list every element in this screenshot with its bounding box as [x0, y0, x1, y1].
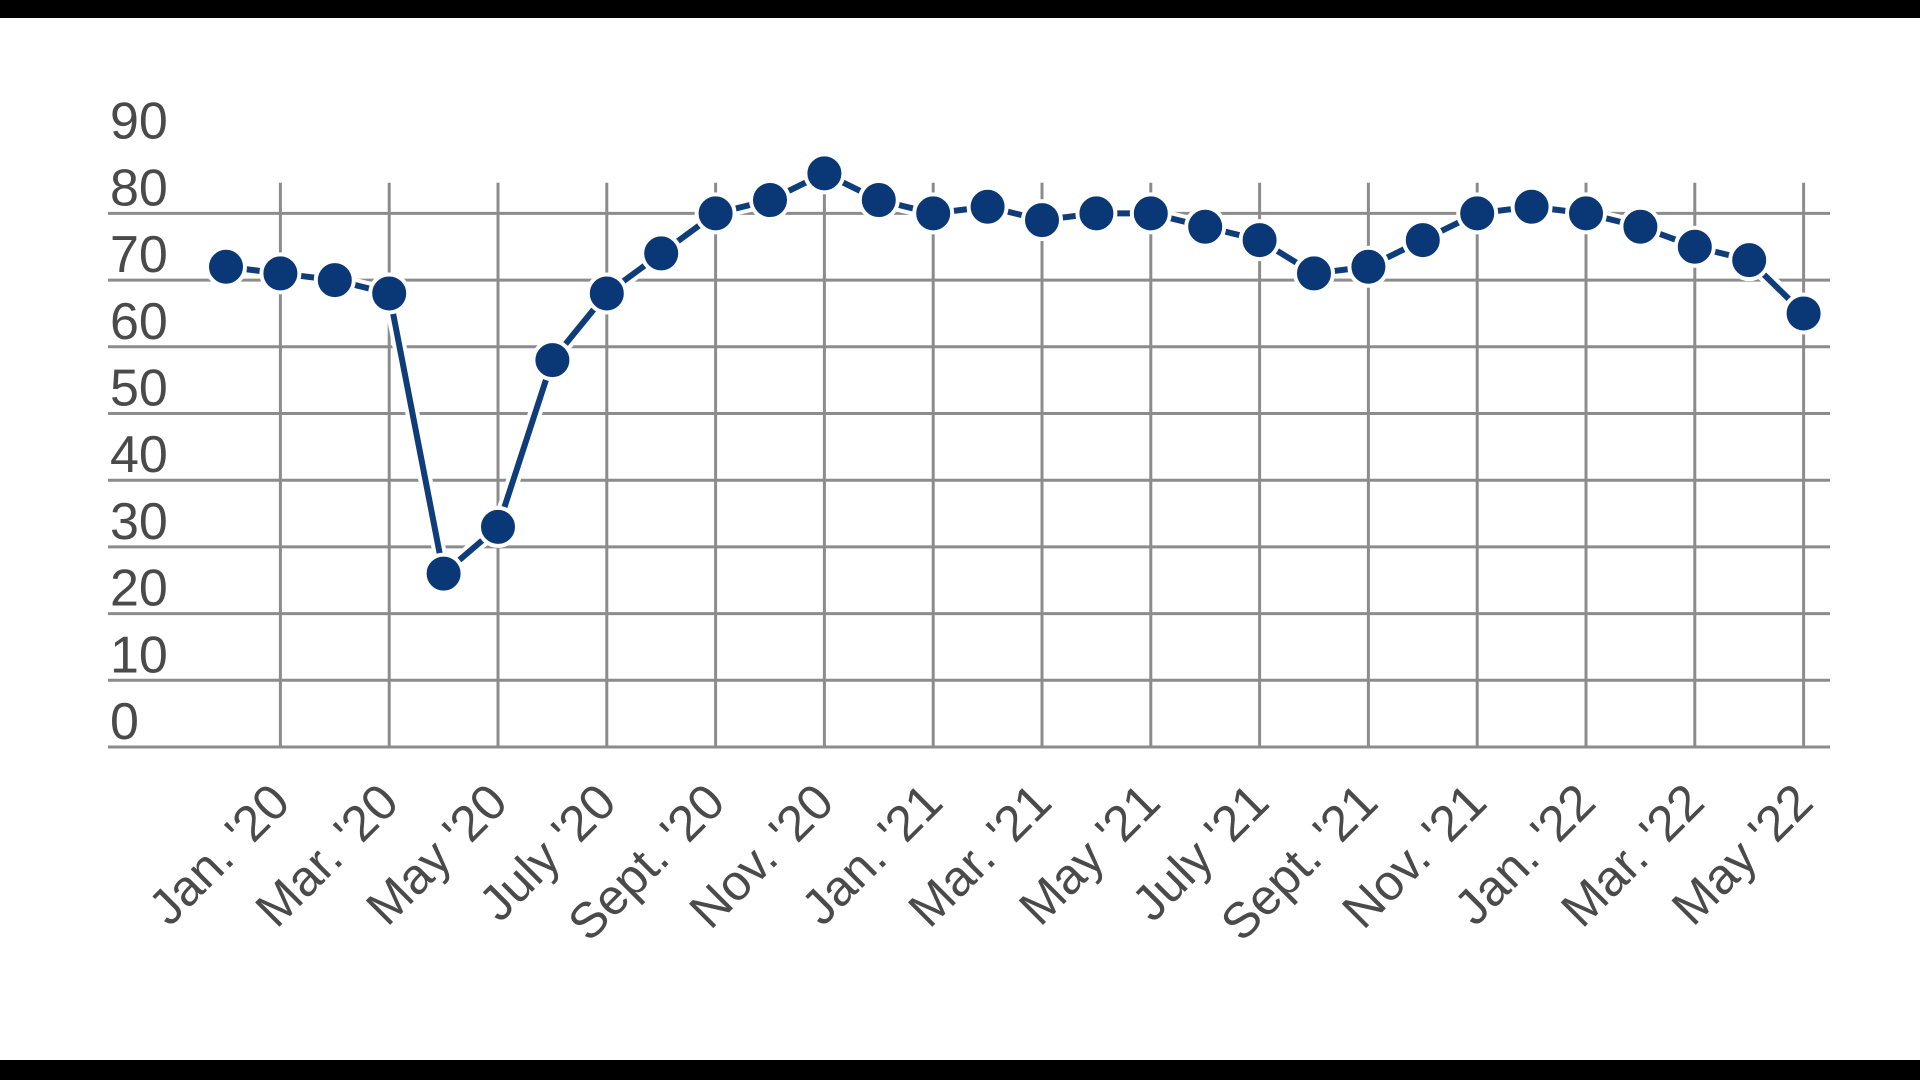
data-point	[1456, 192, 1499, 235]
series-line	[225, 170, 1806, 577]
data-point	[1347, 245, 1390, 288]
data-point	[1565, 192, 1607, 235]
data-point	[640, 232, 683, 275]
data-point	[477, 505, 519, 548]
data-point	[368, 272, 411, 315]
y-tick-label: 80	[110, 159, 168, 217]
data-point	[1293, 252, 1335, 295]
data-point	[1510, 185, 1553, 228]
data-point	[749, 179, 791, 222]
data-point	[1021, 199, 1063, 242]
y-tick-label: 20	[110, 560, 168, 618]
data-point	[1619, 205, 1662, 248]
data-point	[1401, 219, 1444, 262]
data-point	[585, 272, 628, 315]
data-point	[803, 152, 846, 195]
y-tick-label: 10	[110, 626, 168, 684]
y-tick-label: 40	[110, 426, 168, 484]
y-tick-label: 50	[110, 360, 168, 418]
data-point	[857, 179, 900, 222]
data-point	[1782, 292, 1825, 335]
data-point	[1728, 239, 1771, 282]
y-axis-tick-labels: 0 10 20 30 40 50 60 70 80 90	[110, 93, 168, 751]
y-tick-label: 60	[110, 293, 168, 351]
y-tick-label: 30	[110, 493, 168, 551]
data-point	[912, 192, 955, 235]
data-point	[966, 185, 1009, 228]
grid	[108, 182, 1830, 749]
data-point	[1075, 192, 1118, 235]
y-tick-label: 90	[110, 93, 168, 151]
data-point	[1129, 192, 1172, 235]
data-point	[422, 552, 465, 595]
data-point	[694, 192, 737, 235]
chart-panel: 0 10 20 30 40 50 60 70 80 90 Jan. '20 Mar. '20 May …	[0, 18, 1920, 1060]
data-point	[313, 259, 356, 302]
data-point	[205, 245, 247, 288]
data-point	[531, 339, 574, 382]
data-point	[1673, 225, 1716, 268]
y-tick-label: 0	[110, 693, 139, 751]
y-tick-label: 70	[110, 226, 168, 284]
data-point	[1184, 205, 1227, 248]
series-line-halo	[225, 166, 1809, 581]
data-point	[259, 252, 302, 295]
data-series	[205, 152, 1825, 595]
data-point	[1238, 219, 1281, 262]
